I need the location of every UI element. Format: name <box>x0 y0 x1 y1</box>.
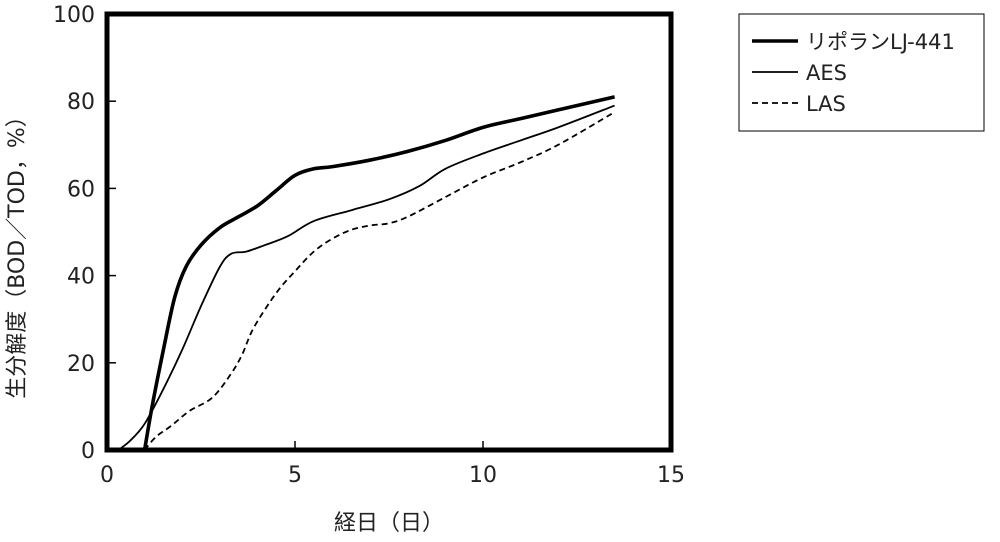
legend-label: LAS <box>806 92 846 116</box>
x-tick-label: 0 <box>100 463 114 488</box>
series-line-thick-solid <box>142 95 616 451</box>
y-tick-label: 100 <box>53 3 95 28</box>
legend: リポランLJ-441 AES LAS <box>738 13 985 132</box>
x-tick-label: 15 <box>657 463 685 488</box>
legend-box <box>738 13 985 132</box>
y-tick-label: 0 <box>81 439 95 464</box>
x-axis-title: 経日（日） <box>334 511 444 536</box>
x-tick-label: 10 <box>469 463 497 488</box>
series-layer <box>117 95 616 451</box>
plot-frame <box>104 11 674 453</box>
series-line-dashed <box>143 111 616 451</box>
legend-label: AES <box>806 61 847 85</box>
series-line-thin-solid <box>117 104 615 451</box>
y-tick-label: 60 <box>67 177 95 202</box>
legend-items: リポランLJ-441 AES LAS <box>752 30 955 116</box>
ticks-layer: 0 5 10 15 0 20 40 60 80 100 <box>53 3 685 488</box>
y-tick-label: 40 <box>67 265 95 290</box>
y-axis-title: 生分解度（BOD／TOD，%） <box>5 105 30 399</box>
legend-label: リポランLJ-441 <box>806 30 955 54</box>
y-tick-label: 20 <box>67 352 95 377</box>
y-tick-label: 80 <box>67 90 95 115</box>
x-tick-label: 5 <box>288 463 302 488</box>
